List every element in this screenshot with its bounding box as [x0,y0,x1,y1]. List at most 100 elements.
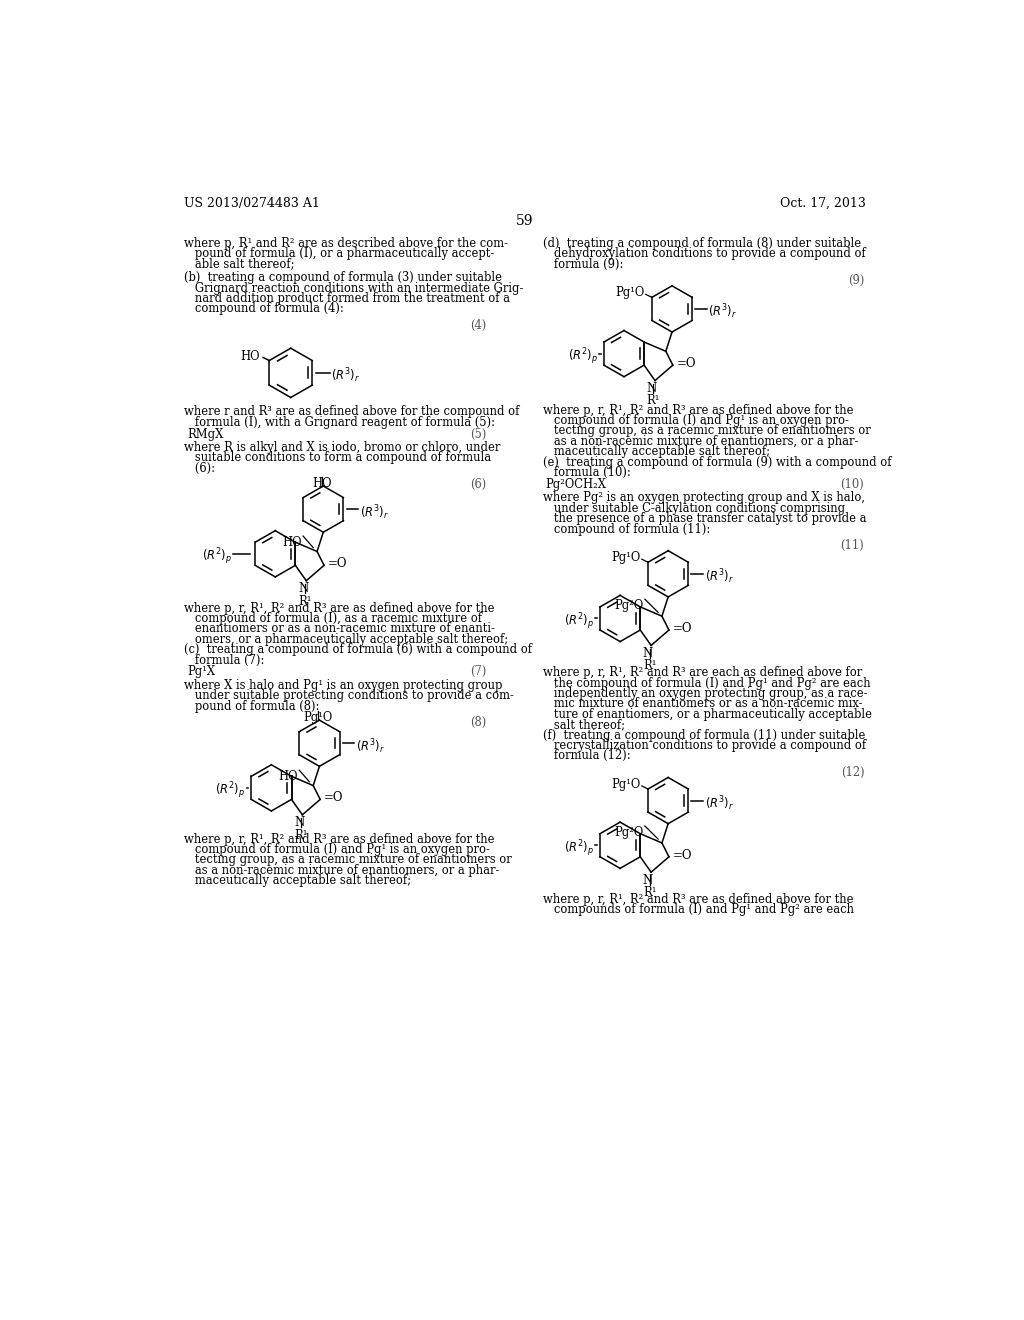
Text: HO: HO [241,350,260,363]
Text: (6): (6) [470,478,486,491]
Text: formula (10):: formula (10): [543,466,631,479]
Text: (11): (11) [841,539,864,552]
Text: mic mixture of enantiomers or as a non-racemic mix-: mic mixture of enantiomers or as a non-r… [543,697,862,710]
Text: where R is alkyl and X is iodo, bromo or chloro, under: where R is alkyl and X is iodo, bromo or… [183,441,500,454]
Text: =O: =O [328,557,347,570]
Text: suitable conditions to form a compound of formula: suitable conditions to form a compound o… [183,451,490,465]
Text: pound of formula (I), or a pharmaceutically accept-: pound of formula (I), or a pharmaceutica… [183,247,494,260]
Text: compound of formula (I) and Pg¹ is an oxygen pro-: compound of formula (I) and Pg¹ is an ox… [543,414,849,428]
Text: (6):: (6): [183,462,215,475]
Text: HO: HO [282,536,302,549]
Text: where p, r, R¹, R² and R³ are each as defined above for: where p, r, R¹, R² and R³ are each as de… [543,667,862,680]
Text: under suitable C-alkylation conditions comprising: under suitable C-alkylation conditions c… [543,502,845,515]
Text: formula (12):: formula (12): [543,750,630,763]
Text: $(R^3)_r$: $(R^3)_r$ [705,795,734,813]
Text: under suitable protecting conditions to provide a com-: under suitable protecting conditions to … [183,689,514,702]
Text: (7): (7) [470,665,486,678]
Text: Pg¹O: Pg¹O [611,777,640,791]
Text: Pg¹O: Pg¹O [614,286,644,300]
Text: 59: 59 [516,214,534,228]
Text: N: N [298,582,308,595]
Text: Pg²O: Pg²O [614,826,643,840]
Text: where p, r, R¹, R² and R³ are as defined above for the: where p, r, R¹, R² and R³ are as defined… [543,892,853,906]
Text: N: N [643,647,653,660]
Text: (b)  treating a compound of formula (3) under suitable: (b) treating a compound of formula (3) u… [183,271,502,284]
Text: (5): (5) [470,428,486,441]
Text: maceutically acceptable salt thereof;: maceutically acceptable salt thereof; [543,445,770,458]
Text: =O: =O [673,622,692,635]
Text: US 2013/0274483 A1: US 2013/0274483 A1 [183,197,319,210]
Text: recrystallization conditions to provide a compound of: recrystallization conditions to provide … [543,739,865,752]
Text: R¹: R¹ [294,829,307,842]
Text: dehydroxylation conditions to provide a compound of: dehydroxylation conditions to provide a … [543,247,865,260]
Text: R¹: R¹ [643,659,656,672]
Text: (8): (8) [470,717,486,729]
Text: N: N [647,381,657,395]
Text: Pg²O: Pg²O [614,599,643,612]
Text: HO: HO [279,770,298,783]
Text: HO: HO [312,477,332,490]
Text: $(R^2)_p$: $(R^2)_p$ [215,780,245,801]
Text: where X is halo and Pg¹ is an oxygen protecting group: where X is halo and Pg¹ is an oxygen pro… [183,678,502,692]
Text: Pg¹O: Pg¹O [303,711,333,723]
Text: $(R^3)_r$: $(R^3)_r$ [359,503,389,521]
Text: nard addition product formed from the treatment of a: nard addition product formed from the tr… [183,292,510,305]
Text: (c)  treating a compound of formula (6) with a compound of: (c) treating a compound of formula (6) w… [183,643,531,656]
Text: $(R^2)_p$: $(R^2)_p$ [567,346,598,367]
Text: $(R^2)_p$: $(R^2)_p$ [563,838,594,858]
Text: Pg²OCH₂X: Pg²OCH₂X [546,478,607,491]
Text: salt thereof;: salt thereof; [543,718,625,731]
Text: the compound of formula (I) and Pg¹ and Pg² are each: the compound of formula (I) and Pg¹ and … [543,677,870,689]
Text: (e)  treating a compound of formula (9) with a compound of: (e) treating a compound of formula (9) w… [543,455,891,469]
Text: compound of formula (11):: compound of formula (11): [543,523,710,536]
Text: formula (9):: formula (9): [543,257,623,271]
Text: compounds of formula (I) and Pg¹ and Pg² are each: compounds of formula (I) and Pg¹ and Pg²… [543,903,854,916]
Text: where p, r, R¹, R² and R³ are as defined above for the: where p, r, R¹, R² and R³ are as defined… [183,602,495,615]
Text: =O: =O [324,792,344,804]
Text: maceutically acceptable salt thereof;: maceutically acceptable salt thereof; [183,874,411,887]
Text: enantiomers or as a non-racemic mixture of enanti-: enantiomers or as a non-racemic mixture … [183,622,495,635]
Text: formula (7):: formula (7): [183,653,264,667]
Text: where p, r, R¹, R² and R³ are as defined above for the: where p, r, R¹, R² and R³ are as defined… [543,404,853,417]
Text: Pg¹O: Pg¹O [611,552,640,564]
Text: (12): (12) [841,766,864,779]
Text: N: N [294,816,304,829]
Text: $(R^3)_r$: $(R^3)_r$ [709,302,737,321]
Text: (4): (4) [470,319,486,331]
Text: (f)  treating a compound of formula (11) under suitable: (f) treating a compound of formula (11) … [543,729,865,742]
Text: where p, r, R¹, R² and R³ are as defined above for the: where p, r, R¹, R² and R³ are as defined… [183,833,495,846]
Text: the presence of a phase transfer catalyst to provide a: the presence of a phase transfer catalys… [543,512,866,525]
Text: compound of formula (I) and Pg¹ is an oxygen pro-: compound of formula (I) and Pg¹ is an ox… [183,843,489,855]
Text: N: N [643,874,653,887]
Text: Pg¹X: Pg¹X [187,665,215,678]
Text: $(R^3)_r$: $(R^3)_r$ [705,568,734,586]
Text: able salt thereof;: able salt thereof; [183,257,294,271]
Text: $(R^2)_p$: $(R^2)_p$ [563,611,594,632]
Text: Grignard reaction conditions with an intermediate Grig-: Grignard reaction conditions with an int… [183,281,523,294]
Text: as a non-racemic mixture of enantiomers, or a phar-: as a non-racemic mixture of enantiomers,… [183,863,499,876]
Text: where p, R¹ and R² are as described above for the com-: where p, R¹ and R² are as described abov… [183,238,508,249]
Text: (9): (9) [848,275,864,288]
Text: =O: =O [673,849,692,862]
Text: as a non-racemic mixture of enantiomers, or a phar-: as a non-racemic mixture of enantiomers,… [543,434,858,447]
Text: (d)  treating a compound of formula (8) under suitable: (d) treating a compound of formula (8) u… [543,238,861,249]
Text: formula (I), with a Grignard reagent of formula (5):: formula (I), with a Grignard reagent of … [183,416,495,429]
Text: =O: =O [677,358,696,370]
Text: independently an oxygen protecting group, as a race-: independently an oxygen protecting group… [543,686,867,700]
Text: Oct. 17, 2013: Oct. 17, 2013 [780,197,866,210]
Text: $(R^2)_p$: $(R^2)_p$ [202,546,231,568]
Text: compound of formula (I), as a racemic mixture of: compound of formula (I), as a racemic mi… [183,612,482,624]
Text: RMgX: RMgX [187,428,223,441]
Text: R¹: R¹ [647,395,660,408]
Text: R¹: R¹ [298,594,311,607]
Text: $(R^3)_r$: $(R^3)_r$ [355,737,385,755]
Text: ture of enantiomers, or a pharmaceutically acceptable: ture of enantiomers, or a pharmaceutical… [543,708,871,721]
Text: where r and R³ are as defined above for the compound of: where r and R³ are as defined above for … [183,405,519,418]
Text: tecting group, as a racemic mixture of enantiomers or: tecting group, as a racemic mixture of e… [183,853,512,866]
Text: tecting group, as a racemic mixture of enantiomers or: tecting group, as a racemic mixture of e… [543,425,870,437]
Text: pound of formula (8):: pound of formula (8): [183,700,319,713]
Text: (10): (10) [841,478,864,491]
Text: $(R^3)_r$: $(R^3)_r$ [331,367,360,385]
Text: compound of formula (4):: compound of formula (4): [183,302,343,315]
Text: R¹: R¹ [643,886,656,899]
